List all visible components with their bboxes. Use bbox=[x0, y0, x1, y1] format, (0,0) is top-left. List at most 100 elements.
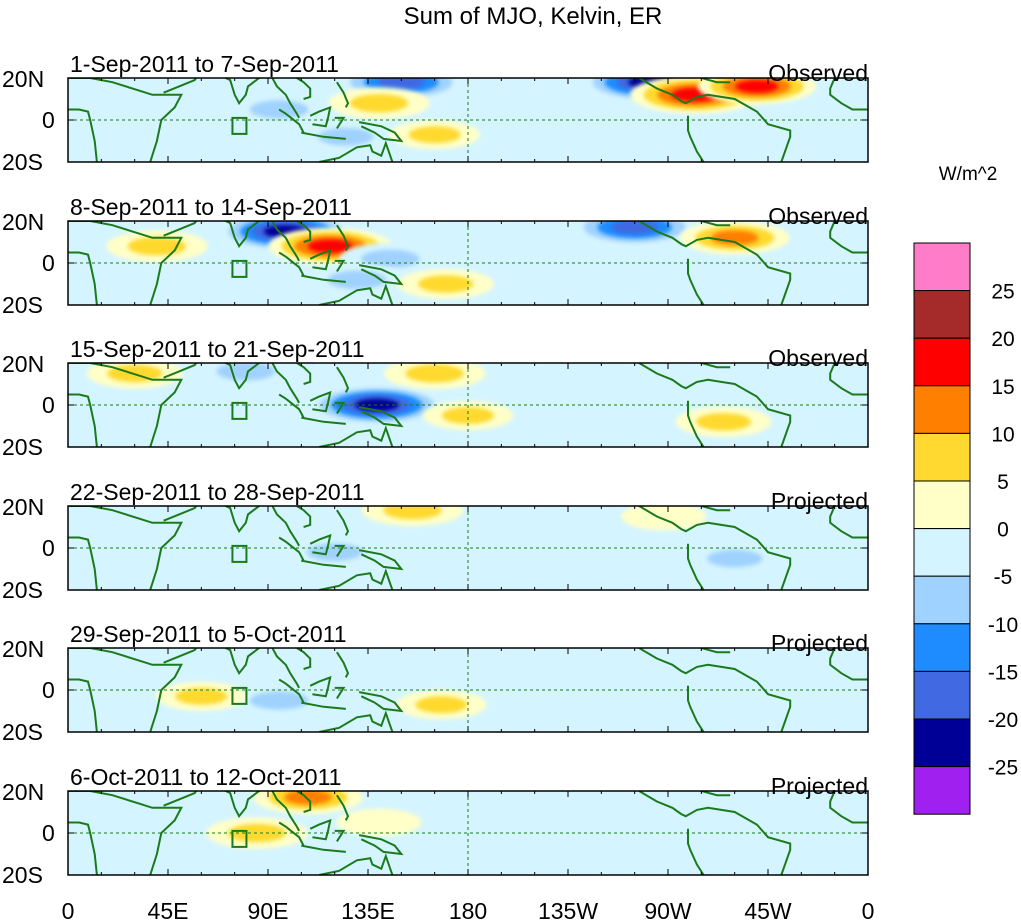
y-tick-label: 20S bbox=[2, 434, 43, 460]
coastline-segment-11 bbox=[334, 401, 346, 414]
coastline-segment-12 bbox=[358, 549, 404, 571]
coastline-segment-11 bbox=[334, 544, 346, 557]
coastline-segment-10 bbox=[309, 248, 332, 271]
coastline-segment-13 bbox=[318, 140, 394, 162]
coastline-segment-8 bbox=[278, 108, 305, 134]
colorbar-swatch bbox=[913, 242, 971, 292]
coastline-segment-13 bbox=[318, 710, 394, 732]
coastline-segment-17 bbox=[699, 506, 731, 512]
colorbar: W/m^2 25 20 15 10 5 0 -5 -10 -15 -20 -25 bbox=[913, 164, 1018, 815]
anomaly-contour-7-2 bbox=[327, 270, 387, 289]
x-tick-label: 45W bbox=[744, 898, 792, 923]
coastline-segment-1 bbox=[68, 363, 183, 447]
coastline-segment-8 bbox=[278, 678, 305, 704]
coastline-segment-17 bbox=[699, 78, 731, 84]
coastline-segment-13 bbox=[318, 283, 394, 305]
anomaly-contour-8-2 bbox=[408, 126, 461, 144]
coastline-segment-10 bbox=[309, 533, 332, 556]
colorbar-swatch bbox=[913, 623, 971, 672]
x-tick-label: 180 bbox=[449, 898, 487, 923]
coastline-segment-4 bbox=[223, 648, 262, 676]
y-tick-label: 20N bbox=[2, 636, 44, 662]
anomaly-field bbox=[106, 221, 790, 300]
y-tick-label: 20N bbox=[2, 66, 44, 92]
coastline-segment-8 bbox=[278, 536, 305, 562]
coastline-segment-3 bbox=[163, 506, 198, 522]
coastline-segment-11 bbox=[334, 829, 346, 842]
panel-period-label: 8-Sep-2011 to 14-Sep-2011 bbox=[70, 194, 352, 220]
colorbar-swatch bbox=[913, 670, 971, 720]
coastline-segment-17 bbox=[699, 363, 731, 369]
coastline-segment-12 bbox=[358, 406, 404, 428]
colorbar-swatch bbox=[913, 766, 971, 815]
anomaly-contour-7-2 bbox=[318, 128, 374, 146]
panel-status-label: Observed bbox=[768, 203, 868, 229]
region-box bbox=[231, 116, 248, 135]
coastline-segment-4 bbox=[223, 363, 262, 391]
coastlines bbox=[68, 791, 868, 875]
anomaly-contour-5-2 bbox=[695, 413, 752, 431]
y-tick-label: 20N bbox=[2, 351, 44, 377]
coastline-segment-18 bbox=[829, 78, 868, 111]
coastline-segment-9 bbox=[301, 274, 346, 283]
coastline-segment-17 bbox=[699, 648, 731, 654]
coastline-segment-1 bbox=[68, 648, 183, 732]
y-tick-label: 0 bbox=[42, 820, 55, 846]
coastline-segment-14 bbox=[336, 794, 350, 821]
y-tick-label: 20N bbox=[2, 494, 44, 520]
coastlines bbox=[68, 648, 868, 732]
coastline-segment-16 bbox=[687, 828, 705, 875]
anomaly-contour-1-2 bbox=[249, 691, 309, 710]
anomaly-contour-3-2 bbox=[707, 549, 763, 568]
coastline-segment-13 bbox=[318, 568, 394, 590]
colorbar-level-label: -5 bbox=[994, 566, 1013, 589]
coastline-segment-12 bbox=[358, 834, 404, 856]
panel-3: 20N 0 20S 15-Sep-2011 to 21-Sep-2011 Observe… bbox=[2, 336, 869, 460]
panel-4: 20N 0 20S 22-Sep-2011 to 28-Sep-2011 Project… bbox=[2, 479, 869, 603]
coastline-segment-18 bbox=[829, 221, 868, 254]
coastline-segment-1 bbox=[68, 791, 183, 875]
coastline-segment-3 bbox=[163, 78, 198, 94]
colorbar-level-label: 10 bbox=[991, 423, 1014, 446]
x-tick-label: 90W bbox=[644, 898, 692, 923]
colorbar-swatch bbox=[913, 718, 971, 768]
coastline-segment-11 bbox=[334, 686, 346, 699]
coastline-segment-15 bbox=[638, 78, 792, 162]
colorbar-swatch bbox=[913, 575, 971, 625]
panel-status-label: Observed bbox=[768, 60, 868, 86]
panel-1: 20N 0 20S 1-Sep-2011 to 7-Sep-2011 Observed bbox=[2, 51, 869, 175]
colorbar-swatch bbox=[913, 290, 971, 339]
coastline-segment-12 bbox=[358, 121, 404, 143]
coastline-segment-2 bbox=[68, 108, 98, 162]
coastline-segment-3 bbox=[163, 221, 198, 237]
coastline-segment-1 bbox=[68, 506, 183, 590]
x-tick-label: 0 bbox=[862, 898, 875, 923]
y-tick-label: 0 bbox=[42, 392, 55, 418]
coastline-segment-10 bbox=[309, 390, 332, 413]
colorbar-swatch bbox=[913, 385, 971, 434]
y-tick-label: 20S bbox=[2, 149, 43, 175]
coastline-segment-18 bbox=[829, 363, 868, 396]
coastline-segment-15 bbox=[638, 506, 792, 590]
region-box bbox=[231, 829, 248, 848]
coastline-segment-16 bbox=[687, 258, 705, 305]
coastlines bbox=[68, 78, 868, 162]
colorbar-level-label: 0 bbox=[997, 519, 1009, 542]
panel-period-label: 6-Oct-2011 to 12-Oct-2011 bbox=[70, 764, 341, 790]
colorbar-swatch bbox=[913, 480, 971, 530]
coastline-segment-8 bbox=[278, 393, 305, 419]
coastline-segment-12 bbox=[358, 691, 404, 713]
coastline-segment-5 bbox=[271, 791, 300, 832]
x-tick-label: 135W bbox=[538, 898, 598, 923]
coastline-segment-15 bbox=[638, 791, 792, 875]
coastline-segment-16 bbox=[687, 400, 705, 447]
colorbar-level-label: -20 bbox=[988, 709, 1018, 732]
coastlines bbox=[68, 363, 868, 447]
coastline-segment-16 bbox=[687, 115, 705, 162]
coastline-segment-8 bbox=[278, 821, 305, 847]
panel-status-label: Projected bbox=[771, 488, 868, 514]
colorbar-level-label: 25 bbox=[991, 281, 1014, 304]
figure-title: Sum of MJO, Kelvin, ER bbox=[404, 3, 663, 30]
coastline-segment-15 bbox=[638, 363, 792, 447]
